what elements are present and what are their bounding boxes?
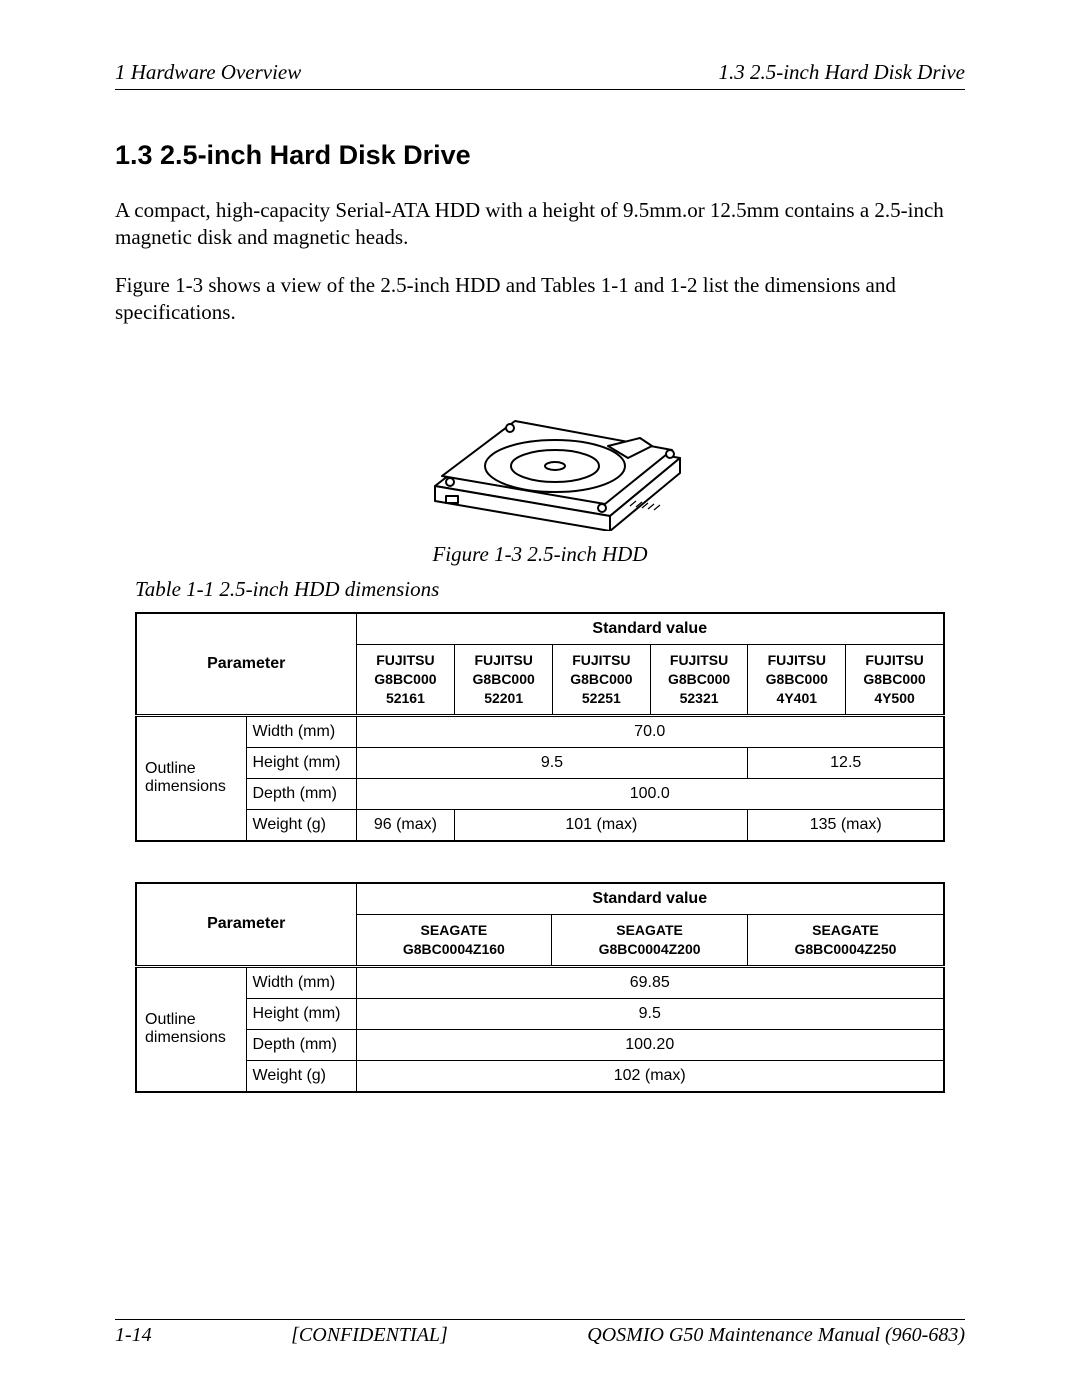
t2-outline-label: Outline dimensions [136, 966, 246, 1092]
t1-height-v1: 9.5 [356, 747, 748, 778]
t2-width-val: 69.85 [356, 966, 944, 998]
figure-caption: Figure 1-3 2.5-inch HDD [115, 542, 965, 567]
figure-hdd: Figure 1-3 2.5-inch HDD [115, 346, 965, 567]
page: 1 Hardware Overview 1.3 2.5-inch Hard Di… [0, 0, 1080, 1397]
t1-height-v2: 12.5 [748, 747, 944, 778]
table-seagate: Parameter Standard value SEAGATEG8BC0004… [135, 882, 945, 1093]
t1-depth-val: 100.0 [356, 778, 944, 809]
t2-std-header: Standard value [356, 883, 944, 915]
header-left: 1 Hardware Overview [115, 60, 301, 85]
t2-weight-label: Weight (g) [246, 1060, 356, 1092]
paragraph-2: Figure 1-3 shows a view of the 2.5-inch … [115, 272, 965, 327]
t1-weight-label: Weight (g) [246, 809, 356, 841]
hdd-illustration-icon [380, 346, 700, 531]
t2-weight-val: 102 (max) [356, 1060, 944, 1092]
t1-col-1: FUJITSUG8BC00052201 [455, 645, 553, 716]
t1-weight-v1: 96 (max) [356, 809, 455, 841]
footer-page-num: 1-14 [115, 1324, 152, 1347]
section-title: 1.3 2.5-inch Hard Disk Drive [115, 140, 965, 171]
paragraph-1: A compact, high-capacity Serial-ATA HDD … [115, 197, 965, 252]
t2-height-label: Height (mm) [246, 998, 356, 1029]
t1-param-header: Parameter [136, 613, 356, 715]
t1-width-label: Width (mm) [246, 715, 356, 747]
footer-manual-title: QOSMIO G50 Maintenance Manual (960-683) [587, 1324, 965, 1347]
t1-weight-v2: 101 (max) [455, 809, 748, 841]
table1-caption: Table 1-1 2.5-inch HDD dimensions [135, 577, 965, 602]
t1-col-3: FUJITSUG8BC00052321 [650, 645, 748, 716]
page-header: 1 Hardware Overview 1.3 2.5-inch Hard Di… [115, 60, 965, 90]
header-right: 1.3 2.5-inch Hard Disk Drive [718, 60, 965, 85]
t1-height-label: Height (mm) [246, 747, 356, 778]
t2-width-label: Width (mm) [246, 966, 356, 998]
t1-depth-label: Depth (mm) [246, 778, 356, 809]
t2-depth-val: 100.20 [356, 1029, 944, 1060]
t1-col-0: FUJITSUG8BC00052161 [356, 645, 455, 716]
t2-col-1: SEAGATEG8BC0004Z200 [552, 914, 748, 966]
footer-confidential: [CONFIDENTIAL] [291, 1324, 448, 1347]
t1-width-val: 70.0 [356, 715, 944, 747]
t2-depth-label: Depth (mm) [246, 1029, 356, 1060]
t2-col-0: SEAGATEG8BC0004Z160 [356, 914, 552, 966]
t2-col-2: SEAGATEG8BC0004Z250 [747, 914, 944, 966]
t1-std-header: Standard value [356, 613, 944, 645]
t1-outline-label: Outline dimensions [136, 715, 246, 841]
t1-col-2: FUJITSUG8BC00052251 [553, 645, 651, 716]
t1-col-4: FUJITSUG8BC0004Y401 [748, 645, 846, 716]
t1-weight-v3: 135 (max) [748, 809, 944, 841]
t2-height-val: 9.5 [356, 998, 944, 1029]
t2-param-header: Parameter [136, 883, 356, 966]
table-fujitsu: Parameter Standard value FUJITSUG8BC0005… [135, 612, 945, 842]
page-footer: 1-14 [CONFIDENTIAL] QOSMIO G50 Maintenan… [115, 1319, 965, 1347]
t1-col-5: FUJITSUG8BC0004Y500 [846, 645, 944, 716]
